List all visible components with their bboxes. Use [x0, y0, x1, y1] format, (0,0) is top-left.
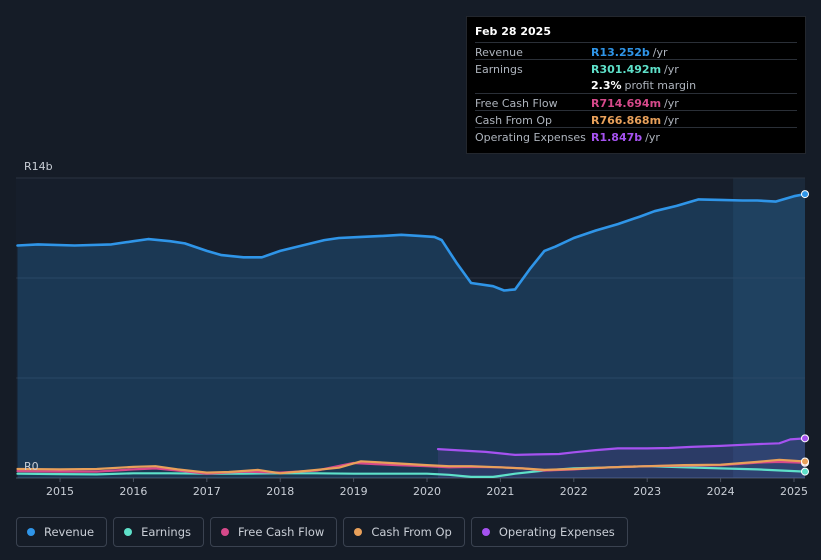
tooltip-row-earnings: Earnings R301.492m/yr	[475, 59, 797, 76]
legend-item-operating-expenses[interactable]: Operating Expenses	[470, 517, 628, 547]
legend-label: Cash From Op	[371, 525, 452, 539]
tooltip-row-margin: 2.3% profit margin	[475, 76, 797, 93]
area-revenue	[17, 194, 805, 478]
legend-item-earnings[interactable]: Earnings	[113, 517, 204, 547]
x-tick-label: 2015	[46, 485, 74, 498]
series-line-cash-from-op	[16, 458, 807, 475]
plot-area	[16, 178, 805, 478]
legend-label: Earnings	[141, 525, 191, 539]
tooltip-value-fcf: R714.694m	[591, 97, 662, 110]
legend-dot-icon	[124, 528, 133, 536]
tooltip-value-opex: R1.847b	[591, 131, 643, 144]
tooltip-date: Feb 28 2025	[475, 25, 551, 38]
tooltip-row-opex: Operating Expenses R1.847b/yr	[475, 127, 797, 144]
tooltip-label: Cash From Op	[475, 114, 553, 127]
tooltip-row-cfo: Cash From Op R766.868m/yr	[475, 110, 797, 127]
x-tick-label: 2019	[340, 485, 368, 498]
x-tick-label: 2016	[119, 485, 147, 498]
legend-dot-icon	[27, 528, 35, 536]
tooltip-value-revenue: R13.252b	[591, 46, 650, 59]
y-axis-top-label: R14b	[24, 160, 53, 173]
data-tooltip: Feb 28 2025 Revenue R13.252b/yr Earnings…	[466, 16, 806, 154]
tooltip-unit: profit margin	[624, 79, 697, 92]
x-tick-label: 2025	[780, 485, 808, 498]
x-tick-label: 2021	[486, 485, 514, 498]
tooltip-value-margin: 2.3%	[591, 79, 622, 92]
tooltip-label: Free Cash Flow	[475, 97, 558, 110]
legend-label: Free Cash Flow	[238, 525, 325, 539]
x-tick-label: 2023	[633, 485, 661, 498]
tooltip-value-earnings: R301.492m	[591, 63, 662, 76]
legend-item-cash-from-op[interactable]: Cash From Op	[343, 517, 465, 547]
x-tick-label: 2017	[193, 485, 221, 498]
series-line-revenue	[16, 192, 807, 292]
series-endpoint-operating-expenses	[801, 434, 809, 443]
tooltip-row-revenue: Revenue R13.252b/yr	[475, 42, 797, 59]
series-endpoint-cash-from-op	[801, 457, 809, 466]
legend-dot-icon	[481, 528, 490, 536]
series-line-operating-expenses	[436, 437, 807, 456]
series-endpoint-earnings	[801, 467, 809, 476]
tooltip-unit: /yr	[664, 97, 679, 110]
legend-dot-icon	[354, 528, 363, 536]
tooltip-unit: /yr	[664, 63, 679, 76]
x-tick-label: 2022	[560, 485, 588, 498]
tooltip-unit: /yr	[664, 114, 679, 127]
tooltip-label: Earnings	[475, 63, 523, 76]
y-axis-bottom-label: R0	[24, 460, 39, 473]
legend-item-revenue[interactable]: Revenue	[16, 517, 108, 547]
tooltip-label: Revenue	[475, 46, 523, 59]
chart-legend: Revenue Earnings Free Cash Flow Cash Fro…	[16, 517, 628, 547]
x-tick-label: 2024	[707, 485, 735, 498]
legend-label: Operating Expenses	[498, 525, 615, 539]
tooltip-label: Operating Expenses	[475, 131, 586, 144]
legend-dot-icon	[221, 528, 229, 536]
tooltip-row-fcf: Free Cash Flow R714.694m/yr	[475, 93, 797, 110]
tooltip-unit: /yr	[652, 46, 668, 59]
legend-label: Revenue	[44, 525, 95, 539]
tooltip-value-cfo: R766.868m	[591, 114, 662, 127]
x-tick-label: 2018	[266, 485, 294, 498]
forecast-region	[733, 178, 805, 478]
x-tick-label: 2020	[413, 485, 441, 498]
series-endpoint-revenue	[801, 190, 809, 199]
tooltip-unit: /yr	[645, 131, 660, 144]
legend-item-free-cash-flow[interactable]: Free Cash Flow	[210, 517, 338, 547]
